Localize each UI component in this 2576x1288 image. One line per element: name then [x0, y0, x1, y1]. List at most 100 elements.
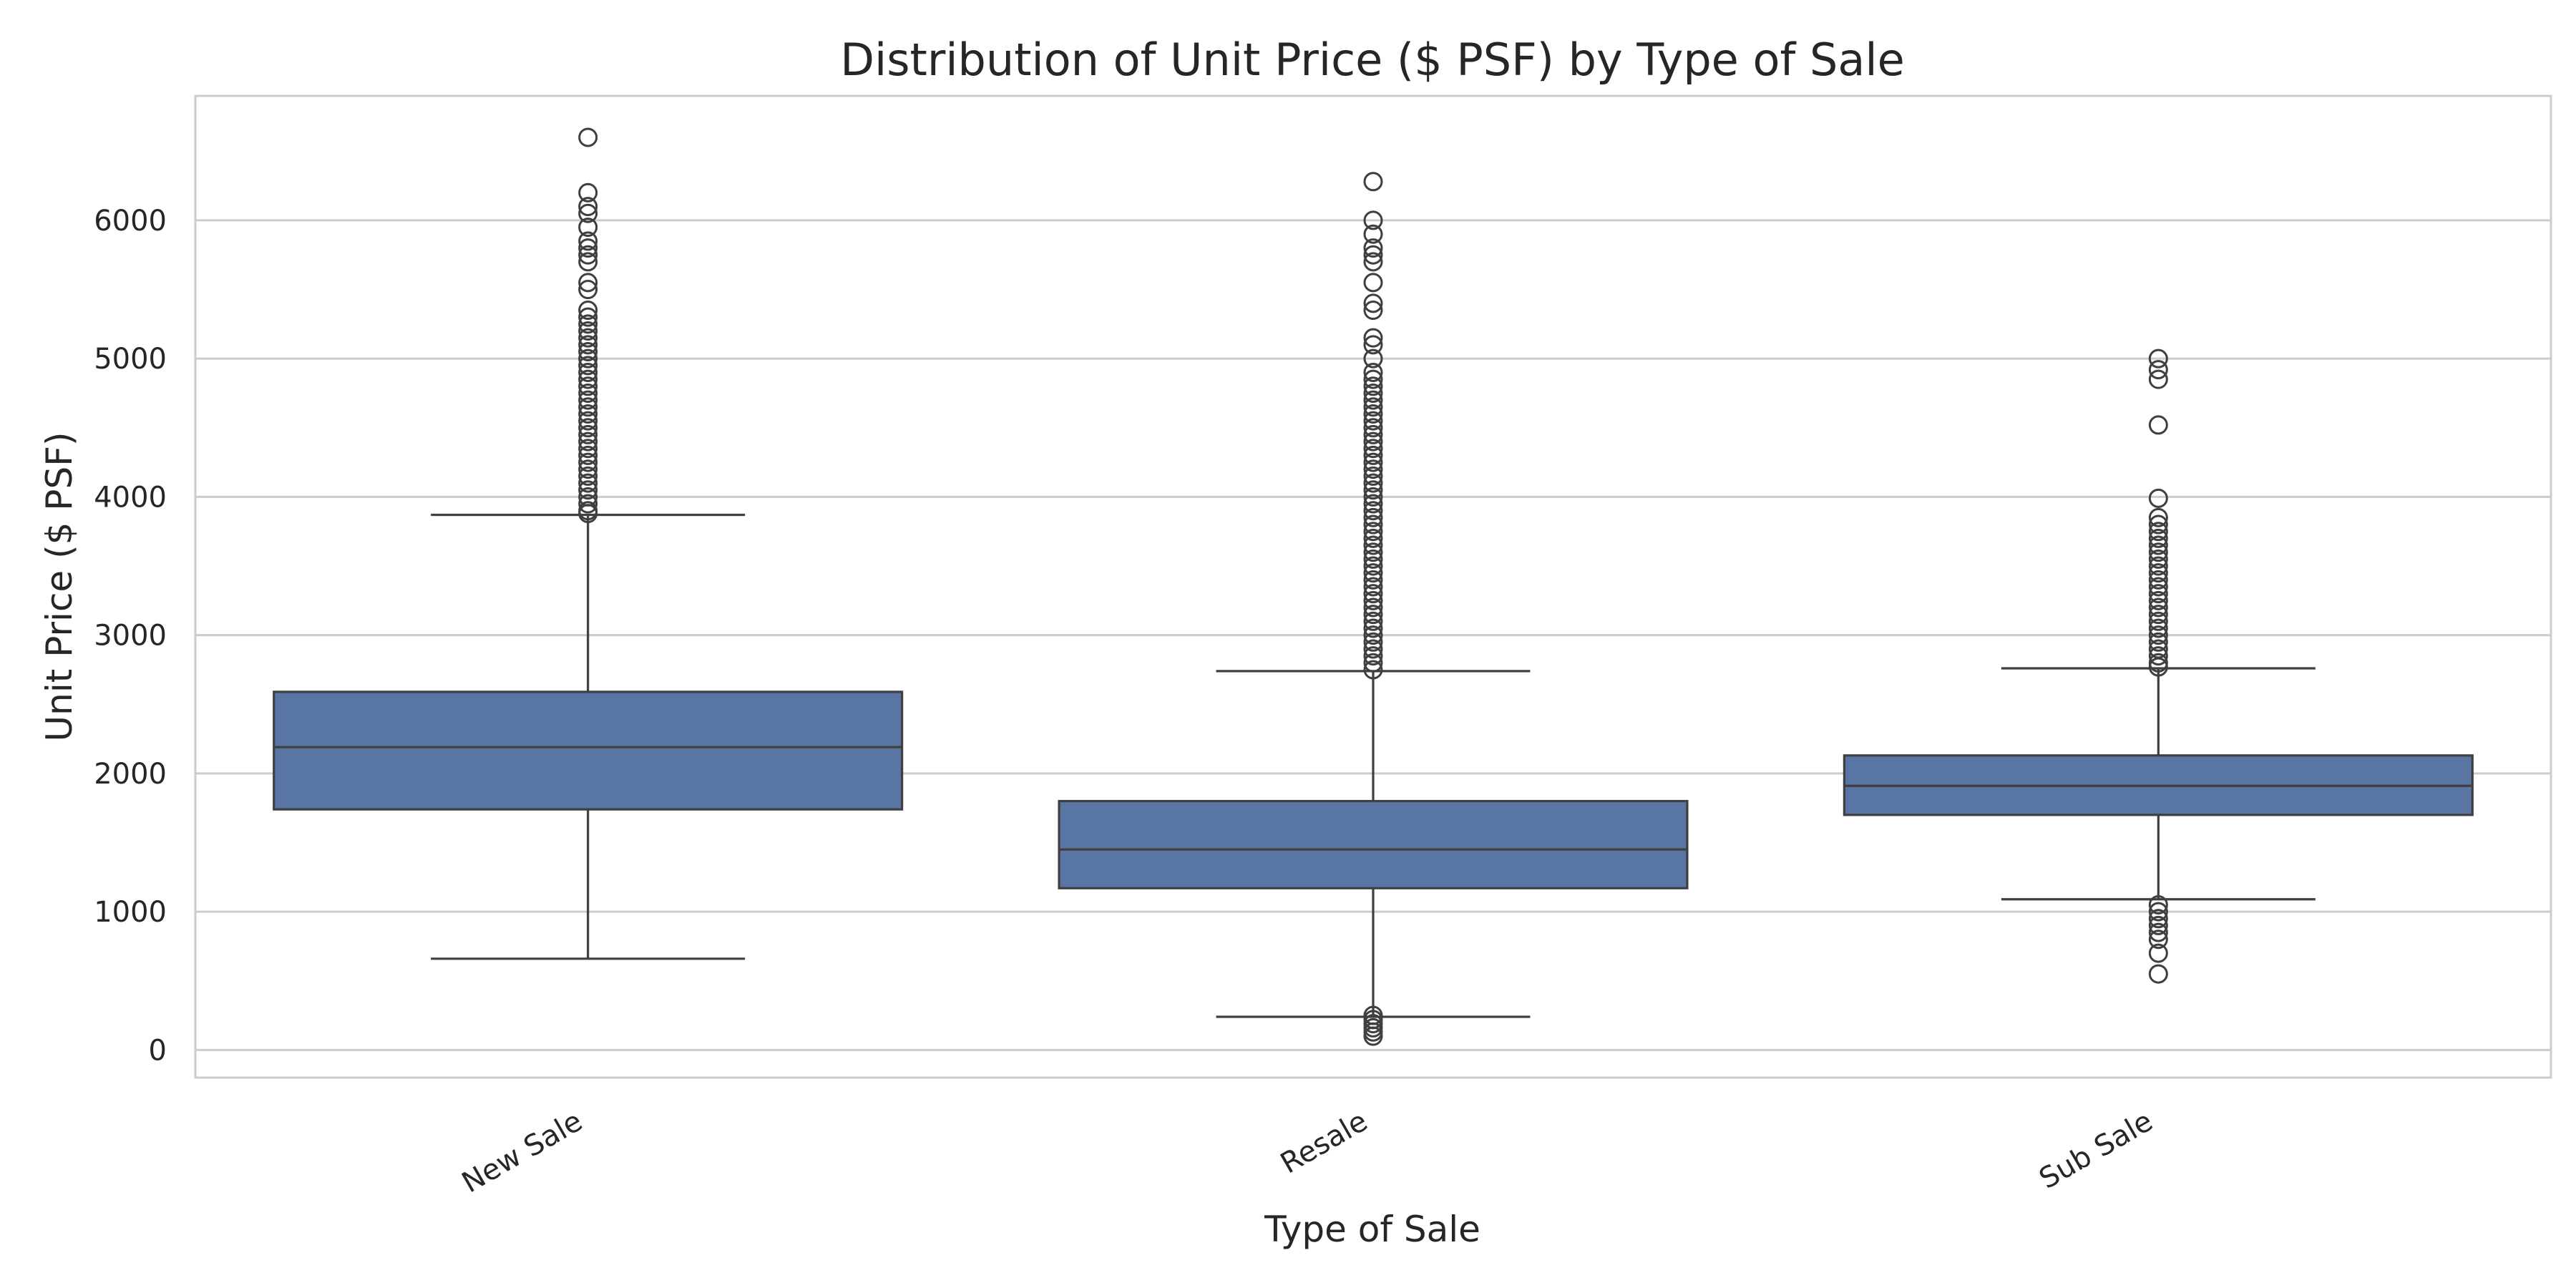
y-tick-label: 2000: [94, 758, 167, 791]
outlier-point: [1363, 376, 1383, 396]
outlier-point: [2148, 528, 2168, 548]
outlier-point: [578, 238, 598, 258]
outlier-point: [578, 390, 598, 410]
outlier-point: [578, 439, 598, 459]
outlier-point: [1363, 646, 1383, 666]
outlier-point: [578, 376, 598, 396]
outlier-point: [1363, 459, 1383, 479]
outlier-point: [2148, 646, 2168, 666]
outlier-point: [1363, 528, 1383, 548]
outlier-point: [2148, 653, 2168, 673]
outlier-point: [2148, 915, 2168, 935]
outlier-point: [578, 424, 598, 444]
outlier-point: [1363, 445, 1383, 465]
y-tick-label: 4000: [94, 481, 167, 514]
outlier-point: [1363, 424, 1383, 444]
outlier-point: [578, 245, 598, 265]
y-tick-label: 5000: [94, 343, 167, 376]
chart-title: Distribution of Unit Price ($ PSF) by Ty…: [840, 34, 1904, 86]
outlier-point: [2148, 584, 2168, 604]
outlier-point: [2148, 930, 2168, 950]
outlier-point: [578, 397, 598, 417]
y-tick-label: 1000: [94, 896, 167, 929]
outlier-point: [578, 341, 598, 361]
outlier-point: [578, 348, 598, 369]
outlier-point: [578, 480, 598, 500]
outlier-point: [578, 218, 598, 238]
outlier-point: [578, 473, 598, 493]
outlier-point: [2148, 549, 2168, 569]
outlier-point: [578, 301, 598, 321]
outlier-point: [578, 197, 598, 217]
x-tick-label: Resale: [1275, 1105, 1373, 1181]
outlier-point: [1363, 411, 1383, 431]
outlier-point: [2148, 570, 2168, 590]
outlier-point: [1363, 335, 1383, 355]
outlier-point: [1363, 1005, 1383, 1025]
outlier-point: [2148, 415, 2168, 435]
outlier-point: [578, 459, 598, 479]
outlier-point: [2148, 488, 2168, 508]
outlier-point: [578, 404, 598, 424]
outlier-point: [1363, 480, 1383, 500]
outlier-point: [1363, 439, 1383, 459]
outlier-point: [2148, 625, 2168, 645]
outlier-point: [578, 280, 598, 300]
box-iqr: [273, 691, 904, 811]
outlier-point: [1363, 563, 1383, 583]
outlier-point: [1363, 570, 1383, 590]
outlier-point: [2148, 577, 2168, 597]
outlier-point: [1363, 273, 1383, 293]
outlier-point: [1363, 618, 1383, 638]
outlier-point: [578, 321, 598, 341]
outlier-point: [1363, 507, 1383, 527]
outlier-point: [578, 127, 598, 147]
box-group: [1058, 172, 1689, 1046]
plot-frame: [194, 94, 2552, 1079]
outlier-point: [2148, 348, 2168, 369]
outlier-point: [1363, 418, 1383, 438]
outlier-point: [1363, 590, 1383, 610]
outlier-point: [2148, 556, 2168, 576]
y-tick-label: 3000: [94, 620, 167, 653]
outlier-point: [1363, 452, 1383, 472]
outlier-point: [1363, 584, 1383, 604]
outlier-point: [1363, 577, 1383, 597]
outlier-point: [578, 273, 598, 293]
outlier-point: [1363, 252, 1383, 272]
outlier-point: [2148, 369, 2168, 389]
x-tick-label: New Sale: [457, 1105, 588, 1200]
outlier-point: [2148, 611, 2168, 631]
outlier-point: [1363, 293, 1383, 313]
outlier-point: [1363, 431, 1383, 452]
outlier-point: [2148, 632, 2168, 652]
y-axis-label: Unit Price ($ PSF): [39, 432, 80, 742]
outlier-point: [1363, 238, 1383, 258]
outlier-point: [1363, 390, 1383, 410]
outlier-point: [578, 445, 598, 465]
outlier-point: [2148, 618, 2168, 638]
outlier-point: [578, 466, 598, 486]
outlier-point: [578, 411, 598, 431]
x-tick-label: Sub Sale: [2034, 1105, 2158, 1196]
outlier-point: [1363, 224, 1383, 244]
outlier-point: [1363, 328, 1383, 348]
outlier-point: [578, 252, 598, 272]
outlier-point: [578, 314, 598, 334]
outlier-point: [1363, 383, 1383, 403]
outlier-point: [578, 203, 598, 223]
outlier-point: [578, 452, 598, 472]
outlier-point: [2148, 909, 2168, 929]
outlier-point: [2148, 943, 2168, 963]
outlier-point: [1363, 473, 1383, 493]
box-group: [273, 127, 904, 960]
outlier-point: [1363, 301, 1383, 321]
outlier-point: [2148, 535, 2168, 555]
y-tick-labels: 0 1000 2000 3000 4000 5000 6000: [94, 205, 167, 1067]
x-tick-labels: New Sale Resale Sub Sale: [457, 1105, 2158, 1200]
outlier-point: [1363, 660, 1383, 680]
outlier-point: [2148, 964, 2168, 984]
outlier-point: [578, 494, 598, 514]
outlier-point: [1363, 535, 1383, 555]
